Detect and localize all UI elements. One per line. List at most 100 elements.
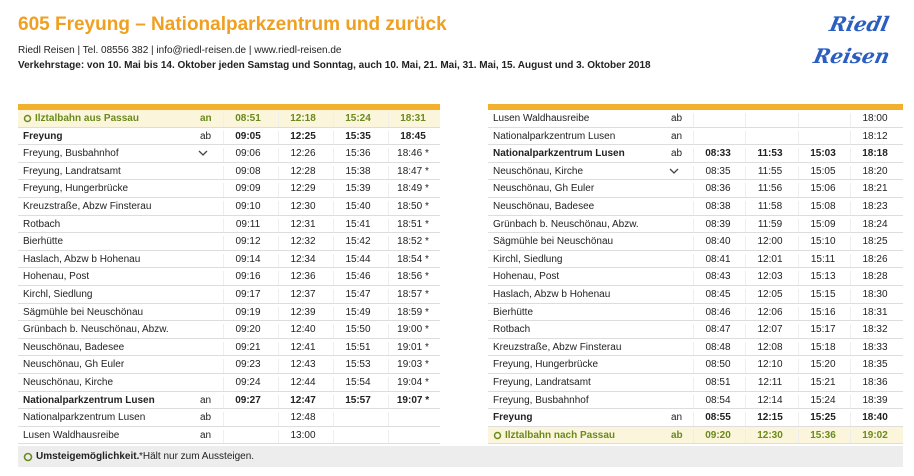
departure-time: 08:55: [705, 412, 731, 424]
departure-time: 18:31: [862, 306, 888, 318]
stop-name: Freyung, Busbahnhof: [493, 394, 589, 406]
stop-name: Rotbach: [493, 324, 531, 336]
column-separator: [388, 412, 389, 426]
stop-name: Freyung, Busbahnhof: [23, 148, 119, 160]
departure-time: 18:46 *: [397, 148, 429, 160]
column-separator: [850, 429, 851, 444]
departure-time: 18:40: [862, 412, 888, 424]
departure-time: 15:40: [345, 200, 371, 212]
column-separator: [388, 183, 389, 197]
column-separator: [388, 271, 389, 285]
departure-time: 12:01: [757, 253, 783, 265]
column-separator: [693, 113, 694, 127]
departure-time: 15:42: [345, 236, 371, 248]
departure-time: 12:11: [757, 376, 783, 388]
column-separator: [693, 148, 694, 162]
departure-time: 08:46: [705, 306, 731, 318]
departure-time: 12:47: [290, 394, 316, 406]
column-separator: [333, 183, 334, 197]
column-separator: [850, 148, 851, 162]
column-separator: [850, 165, 851, 180]
departure-time: 18:49 *: [397, 183, 429, 195]
column-separator: [388, 288, 389, 303]
column-separator: [388, 113, 389, 127]
departure-time: 12:18: [290, 113, 316, 124]
timetable-row: Neuschönau, Gh Euler 08:36 11:56 15:06 18:21: [488, 180, 903, 198]
departure-time: 15:17: [810, 324, 836, 336]
stop-name: Grünbach b. Neuschönau, Abzw.: [23, 324, 169, 336]
header-bar: [18, 104, 440, 110]
departure-time: 15:53: [345, 359, 371, 371]
stop-name: Haslach, Abzw b Hohenau: [493, 288, 611, 300]
column-separator: [333, 218, 334, 233]
departure-time: 15:16: [810, 306, 836, 318]
timetable-row: Freyung, Landratsamt 08:51 12:11 15:21 18:36: [488, 374, 903, 392]
stop-name: Kirchl, Siedlung: [23, 288, 93, 300]
departure-time: 12:26: [290, 148, 316, 160]
departure-time: 11:55: [757, 165, 783, 177]
departure-time: 11:59: [757, 218, 783, 230]
column-separator: [388, 429, 389, 444]
timetable-row: Ilztalbahn aus Passau an 08:51 12:18 15:24 18…: [18, 110, 440, 128]
column-separator: [745, 412, 746, 426]
timetable-row: Freyung, Busbahnhof 08:54 12:14 15:24 18:39: [488, 392, 903, 410]
departure-time: 12:36: [290, 271, 316, 283]
departure-time: 09:05: [235, 130, 261, 142]
departure-time: 08:45: [705, 288, 731, 300]
departure-time: 18:35: [862, 359, 888, 371]
column-separator: [333, 288, 334, 303]
column-separator: [333, 429, 334, 444]
departure-time: 08:51: [235, 113, 261, 124]
column-separator: [693, 218, 694, 233]
stop-name: Neuschönau, Kirche: [493, 165, 584, 177]
column-separator: [333, 306, 334, 321]
departure-time: 15:21: [810, 376, 836, 388]
column-separator: [798, 130, 799, 145]
column-separator: [333, 148, 334, 162]
departure-time: 12:07: [757, 324, 783, 336]
departure-time: 08:36: [705, 183, 731, 195]
column-separator: [850, 183, 851, 197]
stop-name: Neuschönau, Gh Euler: [493, 183, 595, 195]
logo: Reisen: [811, 44, 893, 68]
direction: ab: [671, 429, 683, 441]
column-separator: [388, 148, 389, 162]
column-separator: [333, 359, 334, 373]
column-separator: [388, 218, 389, 233]
column-separator: [223, 200, 224, 215]
timetable-row: Nationalparkzentrum Lusen an 09:27 12:47 15:…: [18, 392, 440, 410]
departure-time: 12:48: [290, 412, 316, 424]
column-separator: [798, 394, 799, 409]
departure-time: 08:50: [705, 359, 731, 371]
column-separator: [223, 183, 224, 197]
departure-time: 08:41: [705, 253, 731, 265]
column-separator: [278, 218, 279, 233]
departure-time: 09:16: [235, 271, 261, 283]
departure-time: 09:08: [235, 165, 261, 177]
column-separator: [693, 288, 694, 303]
column-separator: [693, 236, 694, 250]
column-separator: [333, 130, 334, 145]
departure-time: 18:33: [862, 341, 888, 353]
stop-name: Hohenau, Post: [493, 271, 560, 283]
departure-time: 18:57 *: [397, 288, 429, 300]
stop-name: Nationalparkzentrum Lusen: [493, 148, 625, 160]
departure-time: 15:03: [810, 148, 836, 160]
departure-time: 12:28: [290, 165, 316, 177]
departure-time: 15:15: [810, 288, 836, 300]
timetable-row: Kirchl, Siedlung 09:17 12:37 15:47 18:57 *: [18, 286, 440, 304]
column-separator: [223, 130, 224, 145]
column-separator: [333, 271, 334, 285]
column-separator: [850, 113, 851, 127]
departure-time: 09:12: [235, 236, 261, 248]
departure-time: 18:30: [862, 288, 888, 300]
departure-time: 12:14: [757, 394, 783, 406]
departure-time: 15:35: [345, 130, 371, 142]
column-separator: [388, 376, 389, 391]
departure-time: 18:47 *: [397, 165, 429, 177]
column-separator: [850, 130, 851, 145]
timetable-row: Grünbach b. Neuschönau, Abzw. 08:39 11:59 1…: [488, 216, 903, 234]
stop-name: Ilztalbahn aus Passau: [35, 113, 139, 124]
timetable-row: Neuschönau, Gh Euler 09:23 12:43 15:53 19:03…: [18, 356, 440, 374]
departure-time: 18:52 *: [397, 236, 429, 248]
